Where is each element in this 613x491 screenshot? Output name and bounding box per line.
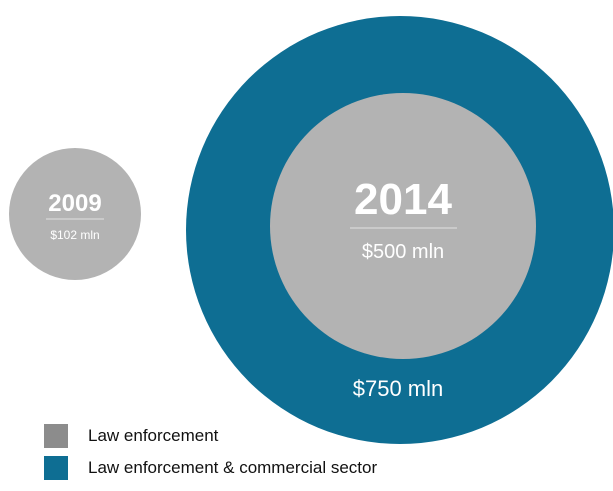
legend-item-commercial-sector: Law enforcement & commercial sector (44, 456, 377, 480)
bubble-2009-value-label: $102 mln (50, 228, 99, 242)
bubble-2014-year-label: 2014 (354, 175, 452, 224)
legend-item-law-enforcement: Law enforcement (44, 424, 377, 448)
legend-swatch-law-enforcement (44, 424, 68, 448)
bubble-2014-law-enforcement (270, 93, 536, 359)
bubble-2009-year-label: 2009 (48, 190, 101, 217)
legend-swatch-commercial-sector (44, 456, 68, 480)
bubble-2009-law-enforcement (9, 148, 141, 280)
legend-label-law-enforcement: Law enforcement (88, 426, 219, 445)
legend-label-commercial-sector: Law enforcement & commercial sector (88, 458, 378, 477)
legend: Law enforcement Law enforcement & commer… (44, 424, 377, 488)
bubble-2014-value-label: $500 mln (362, 241, 444, 263)
bubble-2014-outer-value-label: $750 mln (353, 376, 444, 401)
